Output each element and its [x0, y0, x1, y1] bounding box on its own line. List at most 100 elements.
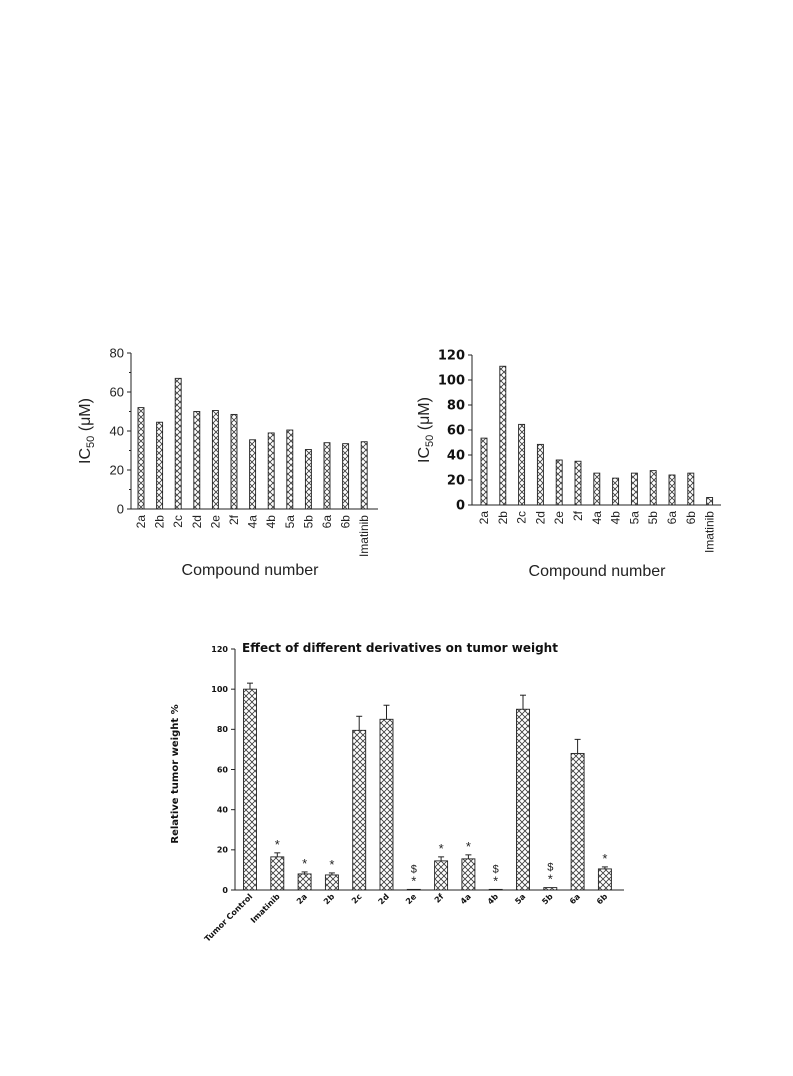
category-label: 6b: [684, 511, 698, 525]
y-axis-label: IC50 (μM): [416, 397, 436, 463]
category-label: 2d: [377, 892, 392, 907]
y-tick-label: 20: [217, 846, 229, 855]
category-label: 5a: [283, 515, 297, 529]
y-tick-label: 60: [110, 385, 124, 400]
category-label: 5a: [627, 511, 641, 525]
category-label: 2f: [433, 892, 446, 905]
bar-2a: [137, 407, 145, 510]
bar-4a: [593, 472, 601, 506]
y-tick-label: 40: [217, 805, 229, 814]
bar-imatinib: [270, 856, 285, 891]
bar-5b: [649, 470, 657, 506]
category-label: Imatinib: [249, 892, 282, 925]
bar-tumor-control: [243, 688, 257, 891]
y-tick-label: 20: [110, 463, 124, 478]
significance-star: *: [329, 857, 334, 872]
bar-6a: [668, 474, 676, 506]
y-tick-label: 100: [211, 685, 228, 694]
category-label: 2e: [208, 515, 222, 529]
y-tick-label: 40: [447, 449, 465, 464]
y-tick-label: 40: [110, 424, 124, 439]
bar-4a: [461, 858, 476, 891]
bar-6b: [597, 868, 612, 891]
y-tick-label: 20: [447, 474, 465, 489]
significance-star: *: [302, 856, 307, 871]
y-tick-label: 120: [211, 645, 228, 654]
y-tick-label: 80: [217, 725, 229, 734]
bar-4b: [488, 888, 503, 891]
category-label: 4a: [590, 511, 604, 525]
tumor-weight-chart: Effect of different derivatives on tumor…: [170, 641, 624, 944]
category-label: 2c: [171, 515, 185, 528]
y-axis-label: IC50 (μM): [77, 398, 97, 464]
bar-6b: [342, 443, 350, 510]
category-label: 2e: [404, 892, 419, 907]
bar-5a: [630, 472, 638, 506]
category-label: 5a: [513, 892, 527, 906]
category-label: 5b: [301, 515, 315, 529]
category-label: 6a: [568, 892, 582, 906]
category-label: 2f: [227, 514, 241, 525]
category-label: 2d: [533, 511, 547, 524]
bar-2e: [406, 888, 421, 891]
bar-2b: [499, 365, 507, 506]
significance-star: *: [411, 873, 416, 888]
ic50-chart-right: IC50 (μM) Compound number 0 20 40 60 80 100 12…: [416, 349, 721, 580]
significance-dollar: $: [547, 862, 553, 874]
category-label: 2f: [571, 510, 585, 521]
bar-6a: [323, 442, 331, 510]
y-tick-label: 80: [447, 399, 465, 414]
bar-2f: [574, 460, 582, 506]
bar-2d: [193, 411, 201, 510]
bar-imatinib: [706, 497, 714, 506]
bar-imatinib: [360, 441, 368, 510]
category-label: 6b: [339, 515, 353, 529]
bar-5b: [543, 887, 558, 891]
y-axis-label: Relative tumor weight %: [170, 704, 181, 843]
category-label: 2e: [552, 511, 566, 525]
ic50-chart-left: IC50 (μM) Compound number 0 20 40 60 80 2a 2b 2…: [77, 346, 378, 579]
bar-2f: [230, 413, 238, 510]
category-label: 2a: [134, 515, 148, 529]
significance-star: *: [548, 872, 553, 887]
category-label: 6a: [320, 515, 334, 529]
x-axis-label: Compound number: [529, 563, 667, 580]
category-label: 2b: [496, 511, 510, 525]
y-tick-label: 0: [222, 886, 228, 895]
y-tick-label: 80: [110, 346, 124, 361]
significance-star: *: [439, 841, 444, 856]
chart-title: Effect of different derivatives on tumor…: [242, 641, 558, 655]
y-tick-label: 100: [438, 374, 465, 389]
category-label: 2c: [350, 892, 364, 906]
category-label: 2d: [190, 515, 204, 528]
bar-2c: [352, 729, 367, 891]
bar-6b: [687, 472, 695, 506]
significance-star: *: [493, 873, 498, 888]
y-tick-label: 120: [438, 349, 465, 364]
bar-5b: [304, 449, 312, 510]
x-axis-label: Compound number: [182, 562, 320, 579]
bar-4b: [267, 432, 275, 510]
category-label: 4a: [459, 892, 473, 906]
significance-dollar: $: [493, 863, 499, 875]
category-label: 4b: [609, 511, 623, 525]
bar-2f: [434, 860, 449, 891]
category-label: 4b: [486, 892, 501, 907]
category-label: 4b: [264, 515, 278, 529]
bar-2d: [379, 718, 394, 891]
category-label: 2c: [515, 511, 529, 524]
y-tick-label: 0: [117, 502, 124, 517]
bar-2d: [536, 443, 544, 506]
bar-6a: [570, 752, 585, 891]
category-label: 5b: [646, 511, 660, 525]
bar-2a: [297, 873, 312, 891]
bar-2c: [518, 423, 526, 506]
category-label: 2a: [477, 511, 491, 525]
significance-dollar: $: [411, 863, 417, 875]
bar-2b: [156, 421, 164, 510]
bar-2b: [324, 874, 339, 891]
category-label: 6b: [595, 892, 610, 907]
bar-2e: [555, 459, 563, 506]
y-tick-label: 60: [447, 424, 465, 439]
